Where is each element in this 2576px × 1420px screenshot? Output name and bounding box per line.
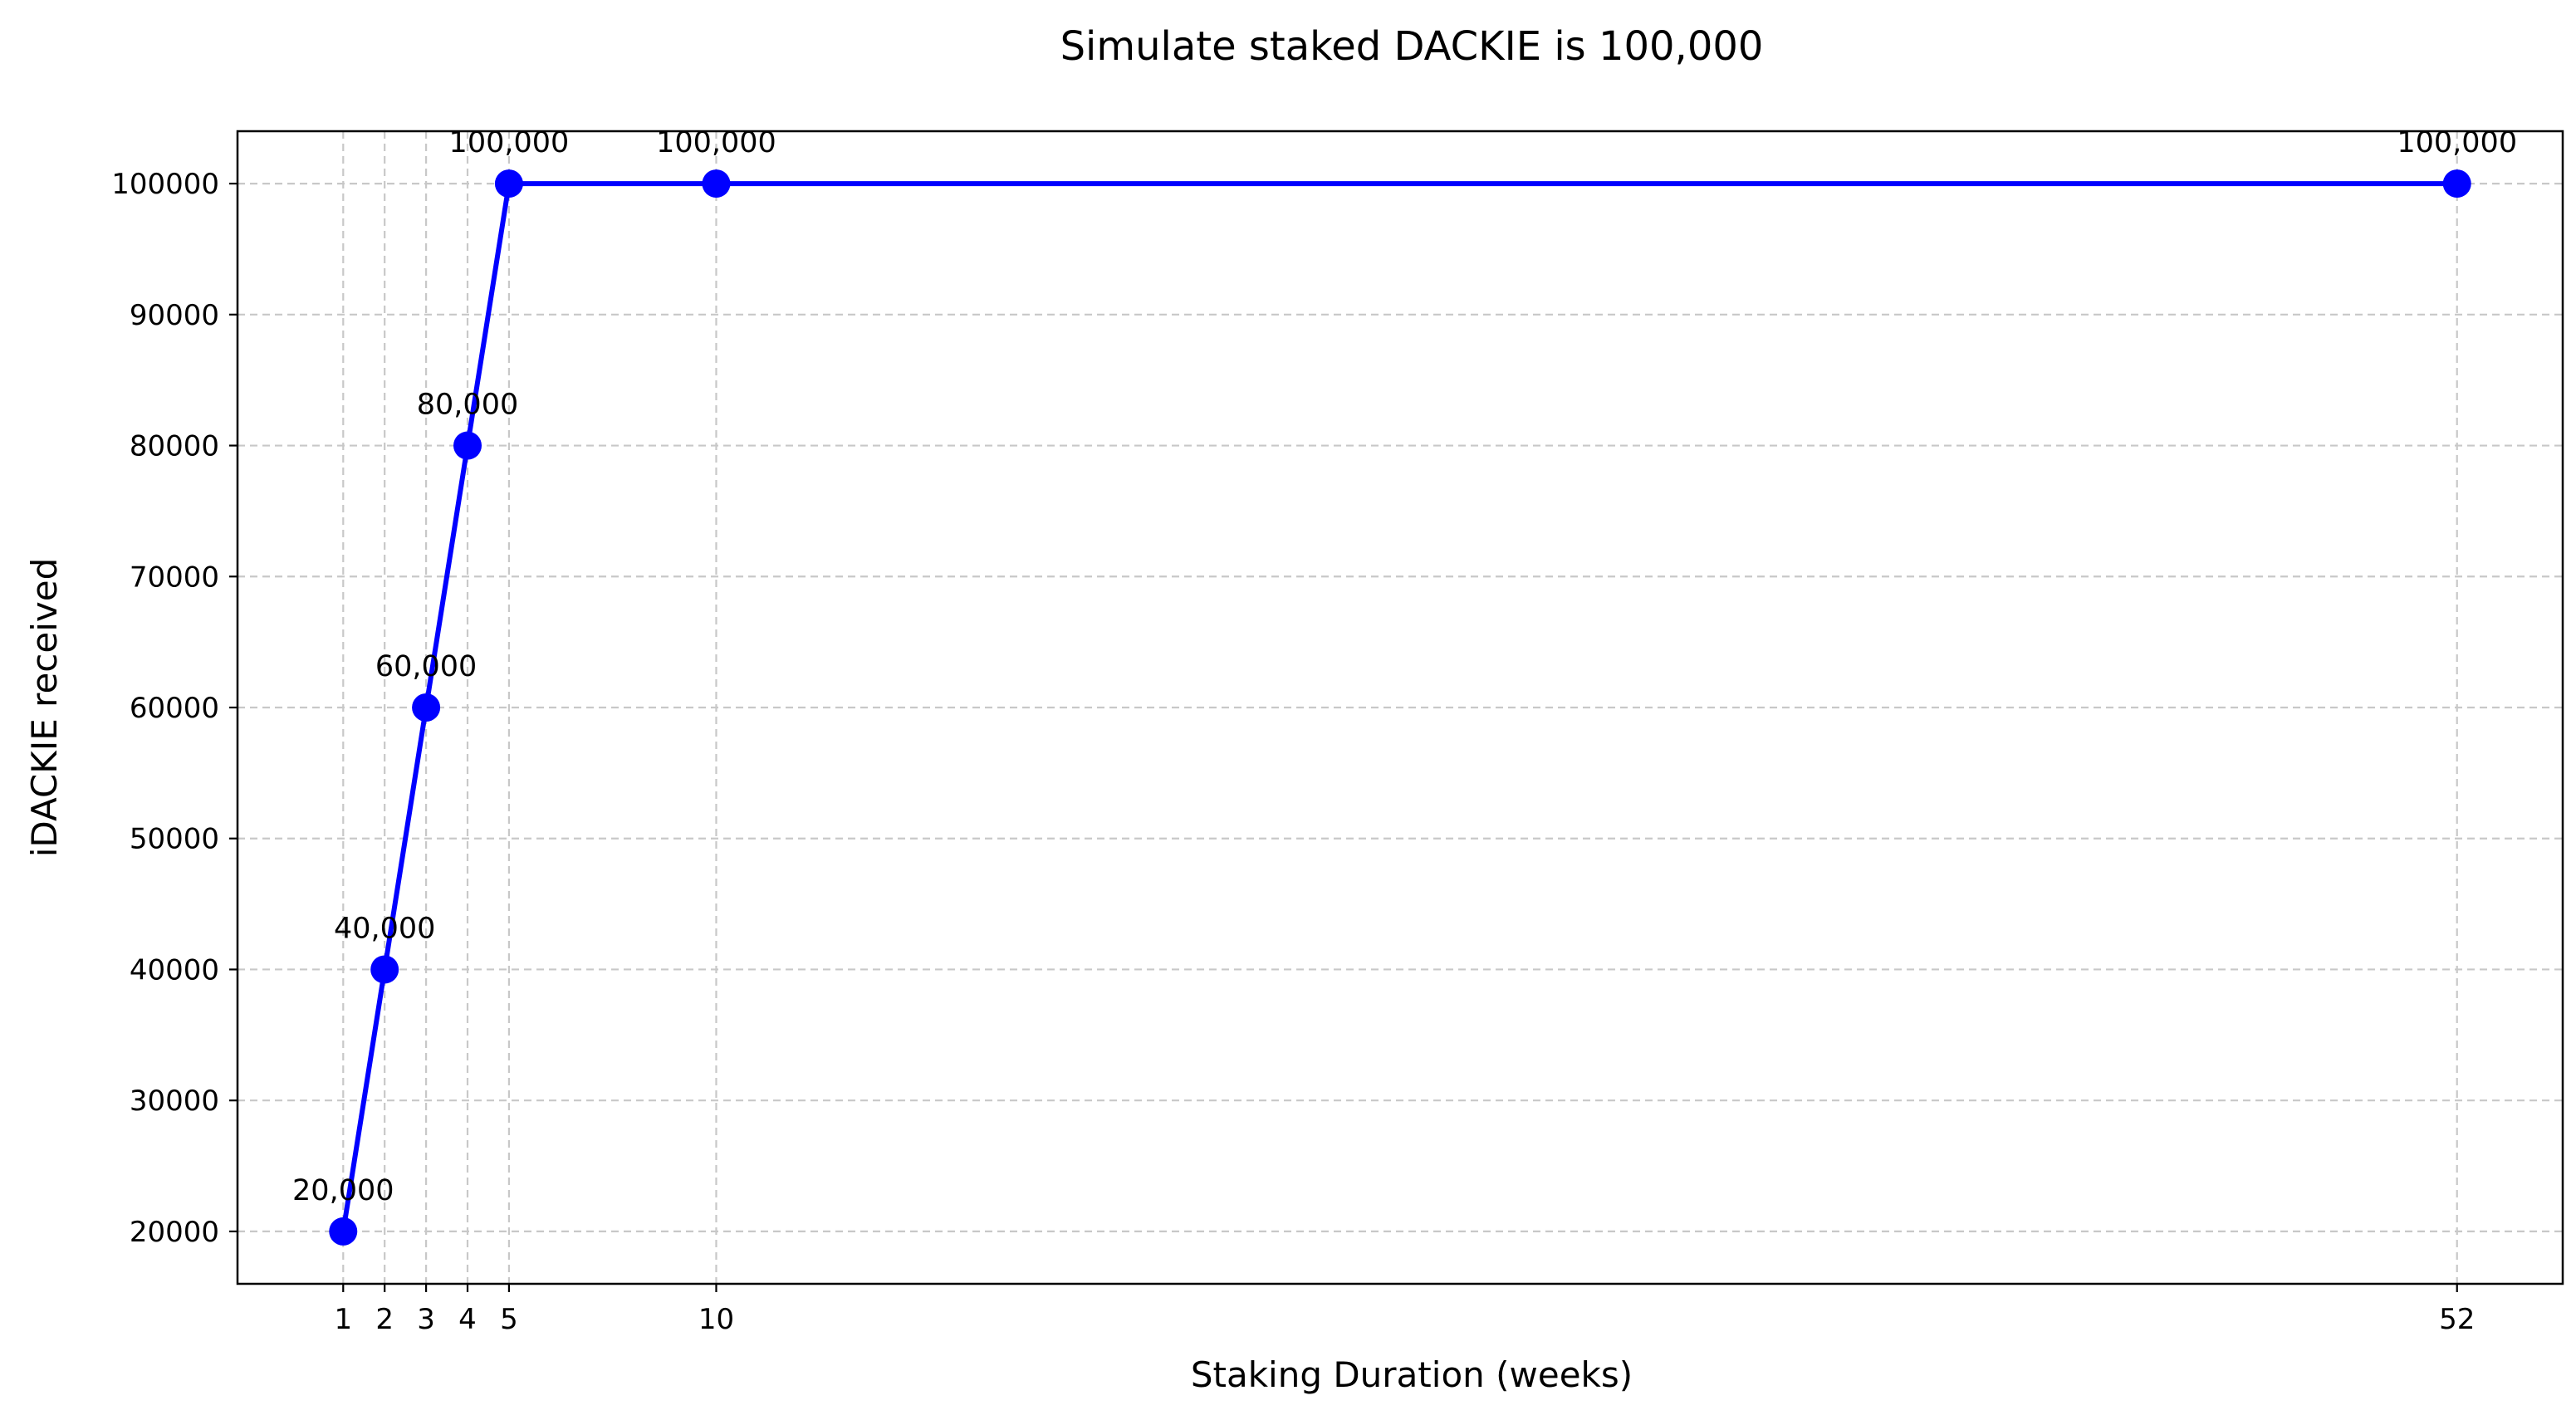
data-point: [2442, 169, 2471, 198]
data-point: [370, 955, 399, 984]
data-point: [702, 169, 731, 198]
chart-title: Simulate staked DACKIE is 100,000: [1060, 23, 1764, 70]
data-point: [453, 431, 482, 460]
y-tick-label: 90000: [130, 299, 219, 332]
y-tick-label: 80000: [130, 430, 219, 463]
data-label: 80,000: [417, 389, 518, 422]
x-tick-label: 10: [698, 1303, 734, 1336]
y-axis-ticks: 20000 30000 40000 50000 60000 70000 80000 90000…: [111, 168, 238, 1249]
y-tick-label: 30000: [130, 1085, 219, 1118]
y-tick-label: 50000: [130, 823, 219, 856]
y-tick-label: 40000: [130, 953, 219, 987]
y-tick-label: 20000: [130, 1216, 219, 1249]
x-axis-label: Staking Duration (weeks): [1191, 1354, 1633, 1395]
x-tick-label: 52: [2439, 1303, 2475, 1336]
y-tick-label: 60000: [130, 692, 219, 725]
x-tick-label: 1: [334, 1303, 352, 1336]
y-tick-label: 70000: [130, 561, 219, 594]
x-axis-ticks: 1 2 3 4 5 10 52: [334, 1284, 2475, 1336]
data-point: [494, 169, 523, 198]
data-point: [329, 1217, 358, 1246]
grid-lines: [238, 131, 2563, 1284]
data-label: 20,000: [292, 1174, 394, 1207]
data-point: [412, 693, 441, 722]
y-tick-label: 100000: [111, 168, 219, 201]
data-series: [329, 169, 2471, 1246]
x-tick-label: 5: [500, 1303, 518, 1336]
x-tick-label: 4: [458, 1303, 477, 1336]
x-tick-label: 2: [375, 1303, 394, 1336]
x-tick-label: 3: [417, 1303, 435, 1336]
y-axis-label: iDACKIE received: [24, 558, 65, 858]
data-label: 40,000: [334, 912, 435, 945]
data-label: 60,000: [375, 650, 477, 683]
